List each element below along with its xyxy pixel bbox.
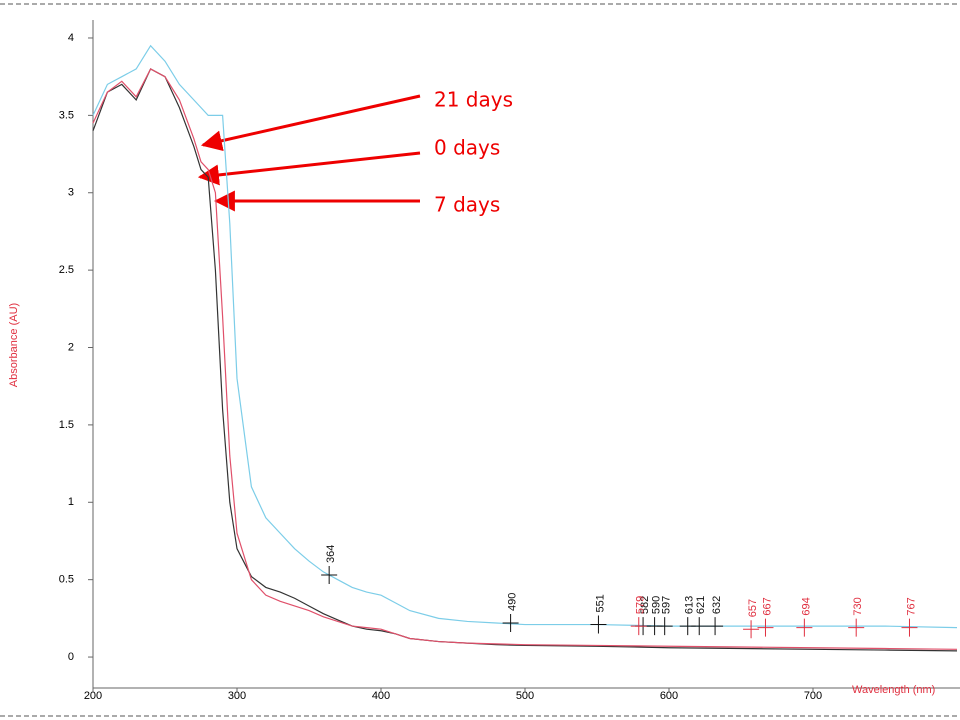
peak-label: 590 [651, 596, 663, 614]
x-tick-label: 300 [228, 690, 246, 702]
peak-label: 730 [852, 597, 864, 615]
peak-label: 667 [761, 597, 773, 615]
peak-marker [707, 617, 724, 636]
x-tick-label: 200 [84, 690, 102, 702]
arrow [200, 94, 421, 152]
peak-label: 657 [747, 599, 759, 617]
arrow [197, 151, 421, 186]
peak-marker [796, 618, 813, 637]
peak-marker [691, 617, 708, 636]
series-line [92, 68, 958, 650]
peak-marker [321, 566, 338, 585]
x-tick-label: 400 [372, 690, 390, 702]
series-annotation: 21 days [434, 88, 513, 112]
peak-label: 632 [711, 596, 723, 614]
y-tick-label: 2 [68, 341, 74, 353]
peak-marker [502, 613, 519, 632]
peak-marker [656, 617, 673, 636]
y-tick-label: 2.5 [59, 264, 74, 276]
peak-marker [590, 615, 607, 634]
series-annotation: 0 days [434, 136, 500, 160]
y-tick-label: 3 [68, 187, 74, 199]
peak-label: 613 [684, 596, 696, 614]
peak-label: 364 [325, 545, 337, 563]
peak-label: 597 [661, 596, 673, 614]
y-tick-label: 4 [68, 32, 74, 44]
x-tick-label: 500 [516, 690, 534, 702]
y-tick-label: 0.5 [59, 574, 74, 586]
peak-marker [630, 617, 647, 636]
peak-marker [743, 620, 760, 639]
y-tick-label: 1 [68, 496, 74, 508]
x-axis-title: Wavelength (nm) [852, 684, 935, 696]
peak-label: 767 [905, 597, 917, 615]
y-axis-title: Absorbance (AU) [8, 303, 20, 387]
peak-label: 579 [635, 596, 647, 614]
x-tick-label: 700 [804, 690, 822, 702]
peak-label: 582 [639, 596, 651, 614]
y-tick-label: 0 [68, 651, 74, 663]
series-line [92, 44, 958, 629]
x-tick-label: 600 [660, 690, 678, 702]
y-tick-label: 1.5 [59, 419, 74, 431]
y-tick-label: 3.5 [59, 109, 74, 121]
peak-marker [901, 618, 918, 637]
peak-label: 551 [594, 594, 606, 612]
peak-marker [848, 618, 865, 637]
peak-label: 490 [507, 593, 519, 611]
series-line [92, 68, 958, 652]
series-annotation: 7 days [434, 193, 500, 217]
peak-label: 621 [695, 596, 707, 614]
peak-marker [757, 618, 774, 637]
peak-label: 694 [800, 597, 812, 615]
